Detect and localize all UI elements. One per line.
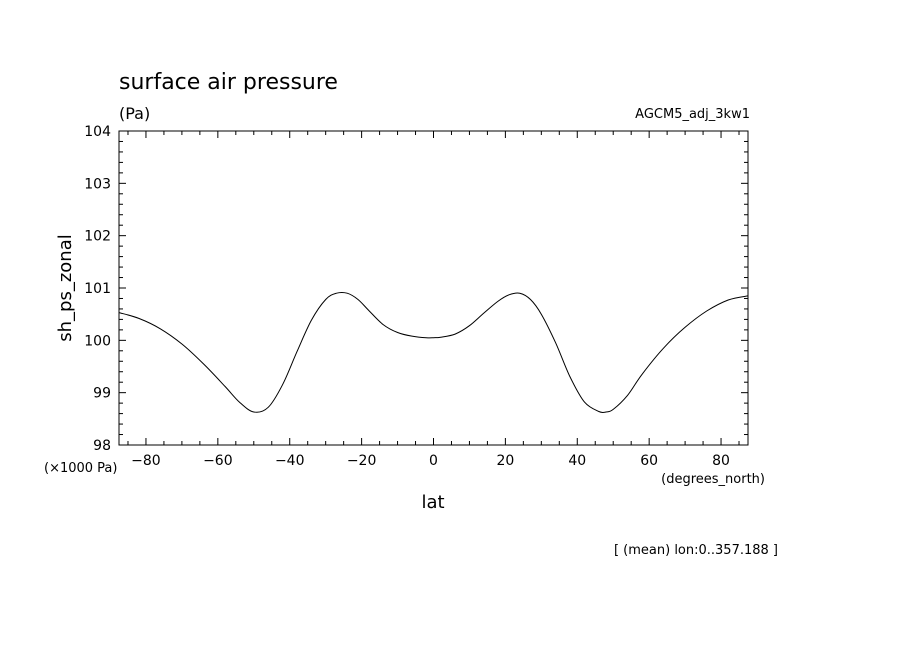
x-tick-label: −40 <box>275 453 305 469</box>
y-tick-label: 99 <box>93 386 111 402</box>
x-axis-label: lat <box>421 492 444 513</box>
y-tick-label: 102 <box>84 229 111 245</box>
x-tick-label: 0 <box>429 453 438 469</box>
y-tick-labels: 98 99 100 101 102 103 104 <box>84 124 111 454</box>
x-tick-label: −60 <box>203 453 233 469</box>
y-tick-label: 100 <box>84 333 111 349</box>
plot-frame <box>118 130 749 446</box>
x-tick-label: 80 <box>712 453 730 469</box>
y-axis-label: sh_ps_zonal <box>55 234 76 342</box>
axis-ticks <box>119 130 748 446</box>
y-tick-label: 101 <box>84 281 111 297</box>
footnote: [ (mean) lon:0..357.188 ] <box>614 543 778 558</box>
x-tick-label: 20 <box>496 453 514 469</box>
units-label: (Pa) <box>119 104 150 123</box>
y-tick-label: 98 <box>93 438 111 454</box>
x-tick-label: 40 <box>568 453 586 469</box>
y-scale-note: (×1000 Pa) <box>44 461 117 476</box>
x-tick-label: 60 <box>640 453 658 469</box>
x-tick-label: −80 <box>131 453 161 469</box>
x-tick-label: −20 <box>347 453 377 469</box>
x-units-label: (degrees_north) <box>661 472 765 487</box>
series-line <box>118 291 749 414</box>
y-tick-label: 103 <box>84 176 111 192</box>
y-tick-label: 104 <box>84 124 111 140</box>
model-label: AGCM5_adj_3kw1 <box>635 107 750 122</box>
chart-title: surface air pressure <box>119 70 338 95</box>
x-tick-labels: −80 −60 −40 −20 0 20 40 60 80 <box>131 453 730 469</box>
